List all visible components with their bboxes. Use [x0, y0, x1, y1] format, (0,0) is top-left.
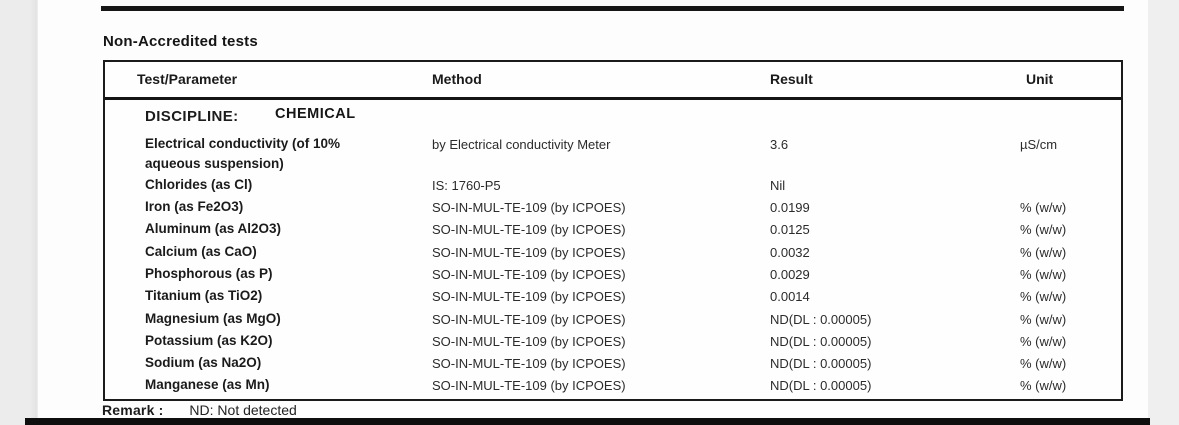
test-results-table: Test/Parameter Method Result Unit DISCIP… — [103, 60, 1123, 401]
column-header-test-parameter: Test/Parameter — [137, 71, 238, 87]
cell-unit: % (w/w) — [1020, 244, 1067, 260]
cell-test-parameter: Iron (as Fe2O3) — [145, 199, 244, 215]
discipline-value: CHEMICAL — [275, 106, 356, 122]
cell-method: by Electrical conductivity Meter — [432, 137, 611, 152]
table-row: Potassium (as K2O) SO-IN-MUL-TE-109 (by … — [105, 330, 1121, 352]
cell-unit: % (w/w) — [1020, 200, 1067, 216]
cell-result: ND(DL : 0.00005) — [770, 311, 872, 327]
cell-unit — [1020, 174, 1121, 175]
discipline-label: DISCIPLINE: — [145, 108, 239, 125]
cell-unit: % (w/w) — [1020, 356, 1067, 372]
cell-result: 0.0032 — [770, 244, 810, 260]
cell-method: SO-IN-MUL-TE-109 (by ICPOES) — [432, 289, 626, 305]
remark-line: Remark : ND: Not detected — [102, 402, 297, 418]
cell-method: SO-IN-MUL-TE-109 (by ICPOES) — [432, 311, 626, 327]
cell-result: ND(DL : 0.00005) — [770, 333, 872, 349]
cell-unit: % (w/w) — [1020, 378, 1067, 394]
scan-right-margin — [1148, 0, 1179, 425]
cell-test-parameter: Manganese (as Mn) — [145, 377, 270, 393]
table-row: Titanium (as TiO2) SO-IN-MUL-TE-109 (by … — [105, 285, 1121, 307]
section-title: Non-Accredited tests — [103, 33, 258, 50]
cell-method: SO-IN-MUL-TE-109 (by ICPOES) — [432, 244, 626, 260]
remark-label: Remark : — [102, 402, 164, 418]
column-header-unit: Unit — [1026, 71, 1054, 87]
cell-result: 0.0014 — [770, 289, 810, 305]
cell-unit: % (w/w) — [1020, 222, 1067, 238]
table-row: Manganese (as Mn) SO-IN-MUL-TE-109 (by I… — [105, 374, 1121, 396]
table-row: Chlorides (as Cl) IS: 1760-P5 Nil — [105, 174, 1121, 196]
top-divider-rule — [101, 6, 1124, 11]
cell-result: 0.0029 — [770, 267, 810, 282]
cell-method: SO-IN-MUL-TE-109 (by ICPOES) — [432, 333, 626, 349]
table-body: DISCIPLINE: CHEMICAL Electrical conducti… — [105, 100, 1121, 399]
cell-test-parameter: Chlorides (as Cl) — [145, 176, 253, 192]
table-row: Sodium (as Na2O) SO-IN-MUL-TE-109 (by IC… — [105, 352, 1121, 374]
cell-test-parameter: Aluminum (as Al2O3) — [145, 221, 282, 237]
cell-result: ND(DL : 0.00005) — [770, 356, 872, 372]
cell-test-parameter: Electrical conductivity (of 10% aqueous … — [145, 136, 341, 171]
table-row: Aluminum (as Al2O3) SO-IN-MUL-TE-109 (by… — [105, 218, 1121, 240]
cell-method: IS: 1760-P5 — [432, 177, 501, 193]
column-header-method: Method — [432, 71, 482, 87]
cell-test-parameter: Titanium (as TiO2) — [145, 288, 263, 304]
cell-test-parameter: Calcium (as CaO) — [145, 243, 257, 259]
cell-method: SO-IN-MUL-TE-109 (by ICPOES) — [432, 200, 626, 216]
cell-result: 0.0199 — [770, 200, 810, 216]
cell-unit: % (w/w) — [1020, 311, 1067, 327]
column-header-result: Result — [770, 71, 813, 87]
discipline-row: DISCIPLINE: CHEMICAL — [105, 104, 1121, 133]
cell-result: ND(DL : 0.00005) — [770, 378, 872, 394]
table-header-row: Test/Parameter Method Result Unit — [105, 62, 1121, 100]
cell-method: SO-IN-MUL-TE-109 (by ICPOES) — [432, 222, 626, 238]
cell-unit: µS/cm — [1020, 137, 1058, 152]
cell-test-parameter: Sodium (as Na2O) — [145, 355, 262, 371]
cell-method: SO-IN-MUL-TE-109 (by ICPOES) — [432, 378, 626, 394]
cell-unit: % (w/w) — [1020, 267, 1067, 282]
table-row: Iron (as Fe2O3) SO-IN-MUL-TE-109 (by ICP… — [105, 196, 1121, 218]
cell-method: SO-IN-MUL-TE-109 (by ICPOES) — [432, 356, 626, 372]
scan-left-margin — [0, 0, 38, 425]
table-row: Calcium (as CaO) SO-IN-MUL-TE-109 (by IC… — [105, 241, 1121, 263]
cell-unit: % (w/w) — [1020, 289, 1067, 305]
table-row: Phosphorous (as P) SO-IN-MUL-TE-109 (by … — [105, 263, 1121, 285]
cell-test-parameter: Magnesium (as MgO) — [145, 310, 281, 326]
cell-method: SO-IN-MUL-TE-109 (by ICPOES) — [432, 267, 626, 282]
scan-bottom-bar — [25, 418, 1150, 425]
cell-result: 3.6 — [770, 137, 789, 152]
cell-unit: % (w/w) — [1020, 333, 1067, 349]
table-row: Magnesium (as MgO) SO-IN-MUL-TE-109 (by … — [105, 308, 1121, 330]
cell-result: Nil — [770, 177, 786, 193]
cell-result: 0.0125 — [770, 222, 810, 238]
remark-text: ND: Not detected — [189, 402, 297, 418]
cell-test-parameter: Potassium (as K2O) — [145, 332, 273, 348]
table-row: Electrical conductivity (of 10% aqueous … — [105, 133, 1121, 174]
cell-test-parameter: Phosphorous (as P) — [145, 266, 273, 281]
